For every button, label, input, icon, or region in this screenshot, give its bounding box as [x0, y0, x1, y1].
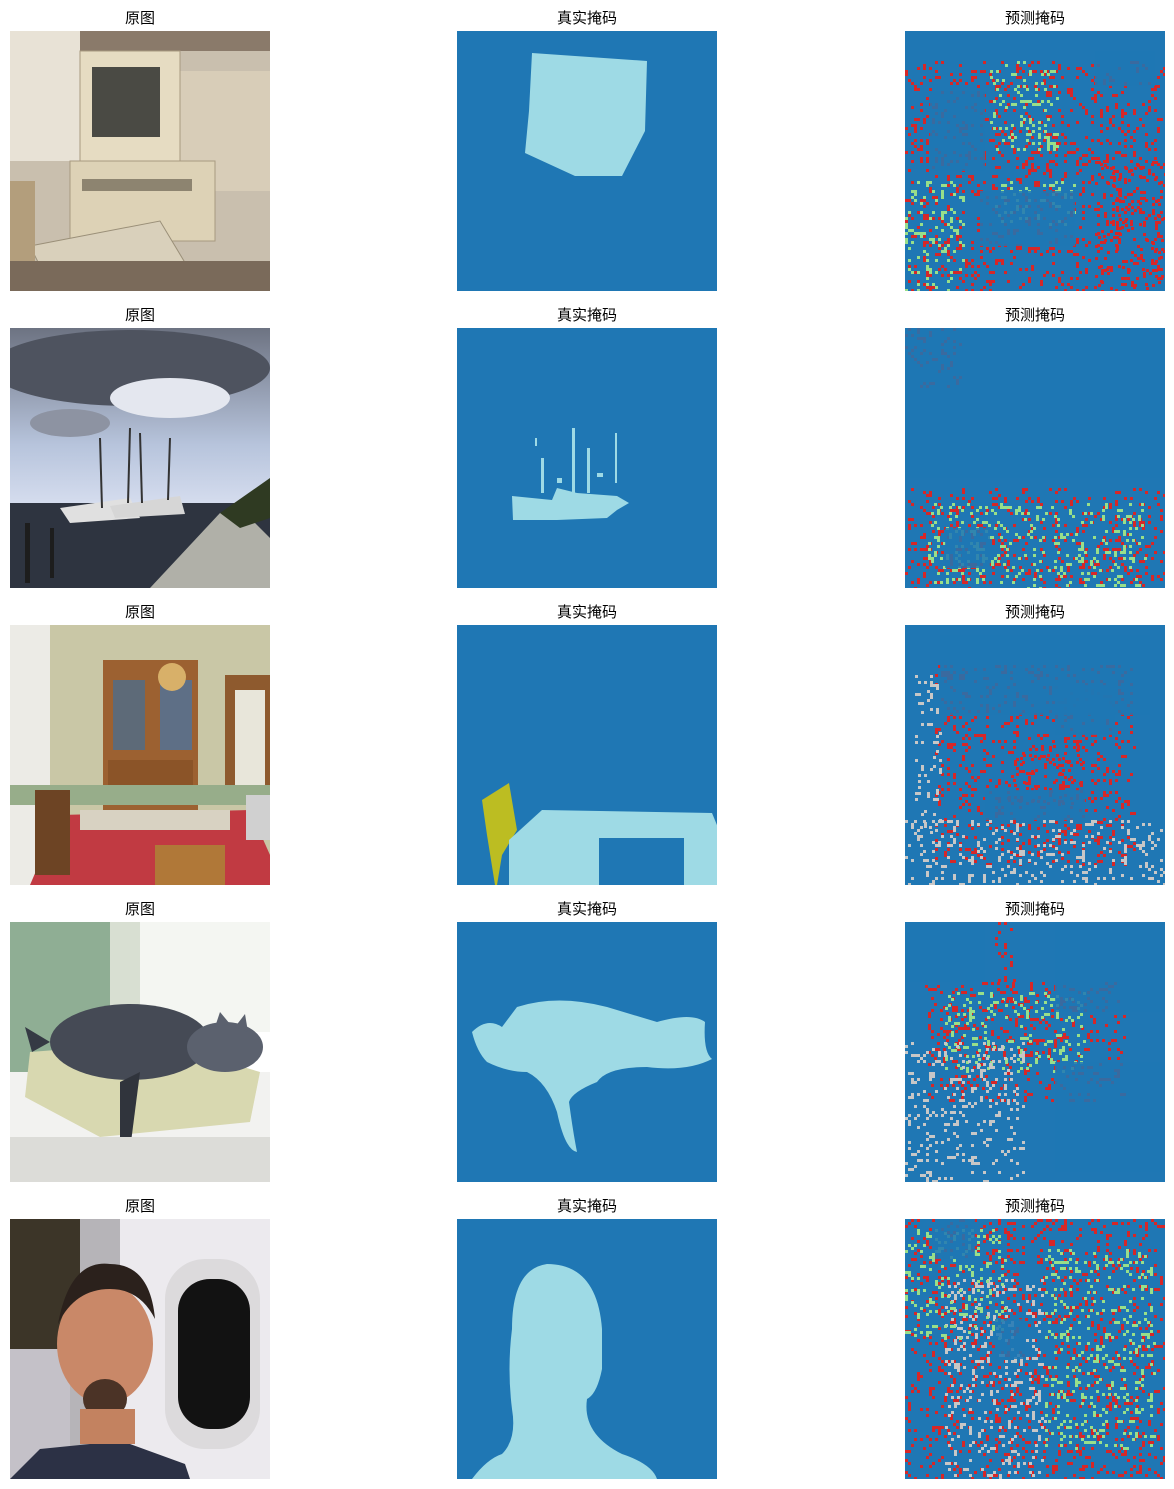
predicted-mask-graphic [905, 922, 1165, 1182]
original-image-graphic [10, 625, 270, 885]
ground-truth-mask-title: 真实掩码 [556, 900, 617, 918]
original-image [10, 625, 270, 885]
ground-truth-mask-title: 真实掩码 [556, 9, 617, 27]
ground-truth-mask [457, 625, 717, 885]
ground-truth-mask-graphic [457, 1219, 717, 1479]
predicted-mask-graphic [905, 625, 1165, 885]
ground-truth-mask [457, 31, 717, 291]
ground-truth-mask [457, 1219, 717, 1479]
ground-truth-mask-graphic [457, 922, 717, 1182]
predicted-mask-title: 预测掩码 [1004, 900, 1065, 918]
predicted-mask [905, 1219, 1165, 1479]
ground-truth-mask-title: 真实掩码 [556, 1197, 617, 1215]
predicted-mask-title: 预测掩码 [1004, 9, 1065, 27]
predicted-mask [905, 328, 1165, 588]
predicted-mask-graphic [905, 328, 1165, 588]
predicted-mask [905, 31, 1165, 291]
predicted-mask-title: 预测掩码 [1004, 603, 1065, 621]
predicted-mask-graphic [905, 1219, 1165, 1479]
original-image-title: 原图 [124, 603, 155, 621]
original-image [10, 31, 270, 291]
original-image [10, 328, 270, 588]
original-image-graphic [10, 31, 270, 291]
original-image-title: 原图 [124, 1197, 155, 1215]
ground-truth-mask [457, 328, 717, 588]
ground-truth-mask-graphic [457, 328, 717, 588]
ground-truth-mask-title: 真实掩码 [556, 306, 617, 324]
predicted-mask [905, 922, 1165, 1182]
predicted-mask-graphic [905, 31, 1165, 291]
original-image-title: 原图 [124, 9, 155, 27]
original-image-graphic [10, 328, 270, 588]
original-image-graphic [10, 922, 270, 1182]
original-image [10, 1219, 270, 1479]
predicted-mask-title: 预测掩码 [1004, 306, 1065, 324]
predicted-mask-title: 预测掩码 [1004, 1197, 1065, 1215]
original-image [10, 922, 270, 1182]
ground-truth-mask-graphic [457, 31, 717, 291]
ground-truth-mask-graphic [457, 625, 717, 885]
ground-truth-mask [457, 922, 717, 1182]
predicted-mask [905, 625, 1165, 885]
original-image-graphic [10, 1219, 270, 1479]
original-image-title: 原图 [124, 306, 155, 324]
original-image-title: 原图 [124, 900, 155, 918]
ground-truth-mask-title: 真实掩码 [556, 603, 617, 621]
